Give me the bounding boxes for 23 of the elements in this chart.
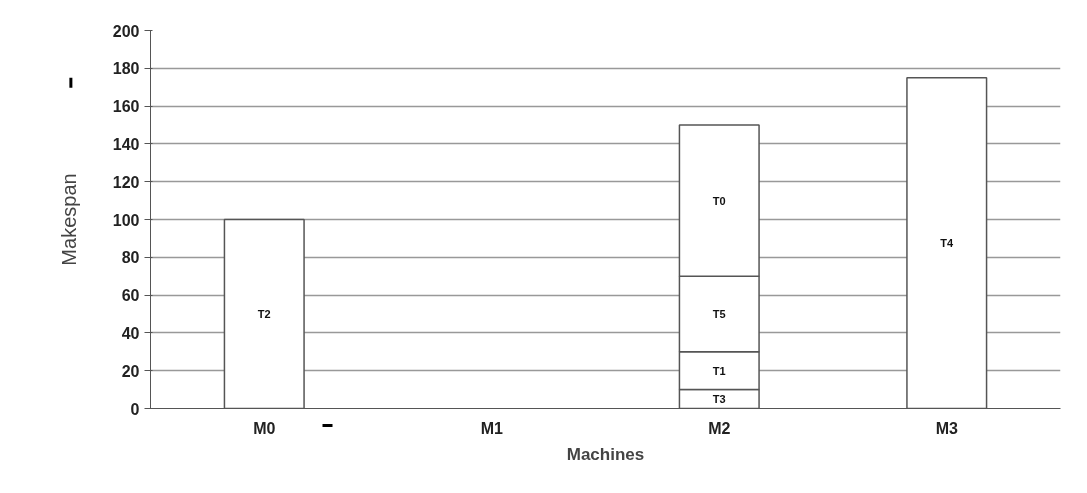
x-tick-label: M0 xyxy=(253,419,276,437)
series-label: T3 xyxy=(712,393,726,406)
y-tick-label: 140 xyxy=(112,135,140,153)
y-tick-label: 20 xyxy=(121,362,140,380)
series-label: T4 xyxy=(940,237,955,250)
series-label: T5 xyxy=(712,308,726,320)
y-tick-label: 100 xyxy=(112,211,140,229)
y-axis-title: Makespan xyxy=(57,173,80,266)
series-label: T0 xyxy=(712,194,726,207)
y-tick-label: 80 xyxy=(121,249,140,267)
series-label: T1 xyxy=(712,364,726,377)
y-tick-label: 60 xyxy=(121,287,140,305)
x-tick-label: M1 xyxy=(480,419,503,437)
y-tick-label: 40 xyxy=(121,324,140,342)
y-tick-label: 180 xyxy=(112,60,140,78)
x-axis-title: Machines xyxy=(566,444,645,464)
x-tick-label: M3 xyxy=(935,419,958,437)
y-tick-label: 0 xyxy=(130,400,140,418)
x-tick-label: M2 xyxy=(708,419,731,437)
y-tick-label: 160 xyxy=(112,98,140,116)
series-label: T2 xyxy=(257,308,271,320)
y-tick-label: 200 xyxy=(112,22,140,40)
y-tick-label: 120 xyxy=(112,173,140,191)
